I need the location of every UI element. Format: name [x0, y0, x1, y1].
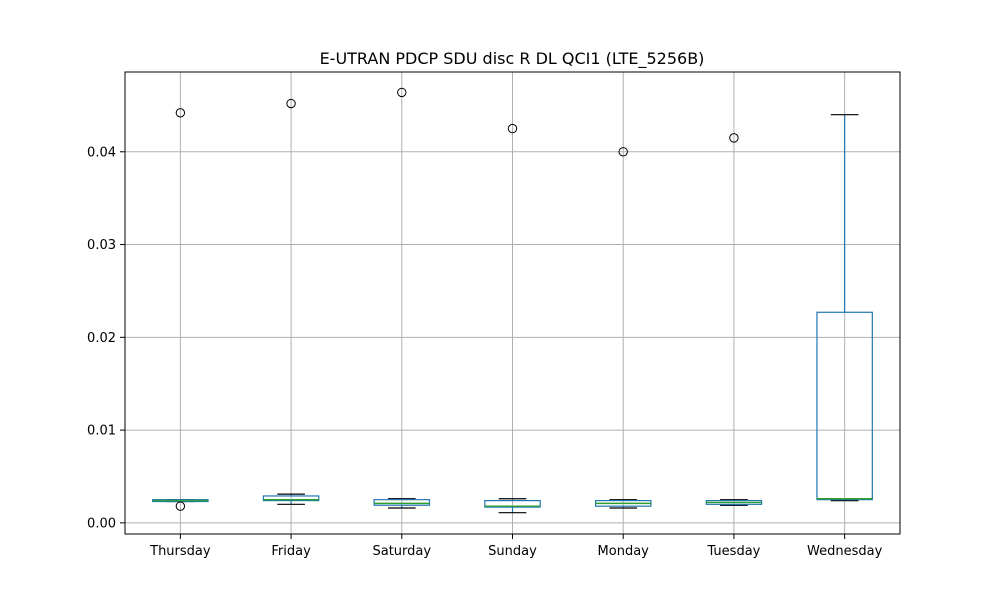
y-tick-label: 0.02	[87, 331, 116, 346]
x-tick-label: Monday	[598, 544, 650, 559]
chart-title: E-UTRAN PDCP SDU disc R DL QCI1 (LTE_525…	[320, 49, 705, 69]
outlier-point	[175, 501, 186, 511]
box-wednesday	[816, 114, 873, 502]
box-friday	[262, 98, 320, 505]
x-tick-label: Saturday	[372, 544, 431, 559]
box-thursday	[152, 108, 209, 511]
boxes	[152, 87, 873, 514]
y-tick-label: 0.00	[87, 516, 116, 531]
box-saturday	[373, 87, 431, 509]
axis-ticks: 0.00 0.01 0.02 0.03 0.04 Thursday Friday Saturd…	[87, 145, 883, 559]
y-tick-label: 0.04	[87, 145, 116, 160]
x-tick-label: Tuesday	[706, 544, 760, 559]
iqr-box	[262, 495, 320, 502]
y-tick-label: 0.01	[87, 424, 116, 439]
iqr-box	[816, 311, 873, 501]
plot-frame	[124, 71, 901, 535]
y-tick-label: 0.03	[87, 238, 116, 253]
box-monday	[594, 147, 652, 509]
iqr-box	[373, 499, 431, 506]
box-sunday	[484, 123, 541, 514]
x-tick-label: Thursday	[149, 544, 211, 559]
outlier-point	[507, 123, 518, 134]
outlier-point	[729, 133, 739, 143]
x-tick-label: Sunday	[488, 544, 537, 559]
x-tick-label: Wednesday	[807, 544, 883, 559]
x-tick-label: Friday	[271, 544, 311, 559]
box-tuesday	[705, 133, 763, 506]
outlier-point	[286, 98, 296, 109]
outlier-point	[397, 87, 407, 98]
outlier-point	[175, 108, 186, 118]
outlier-point	[618, 147, 628, 157]
iqr-box	[484, 500, 541, 508]
